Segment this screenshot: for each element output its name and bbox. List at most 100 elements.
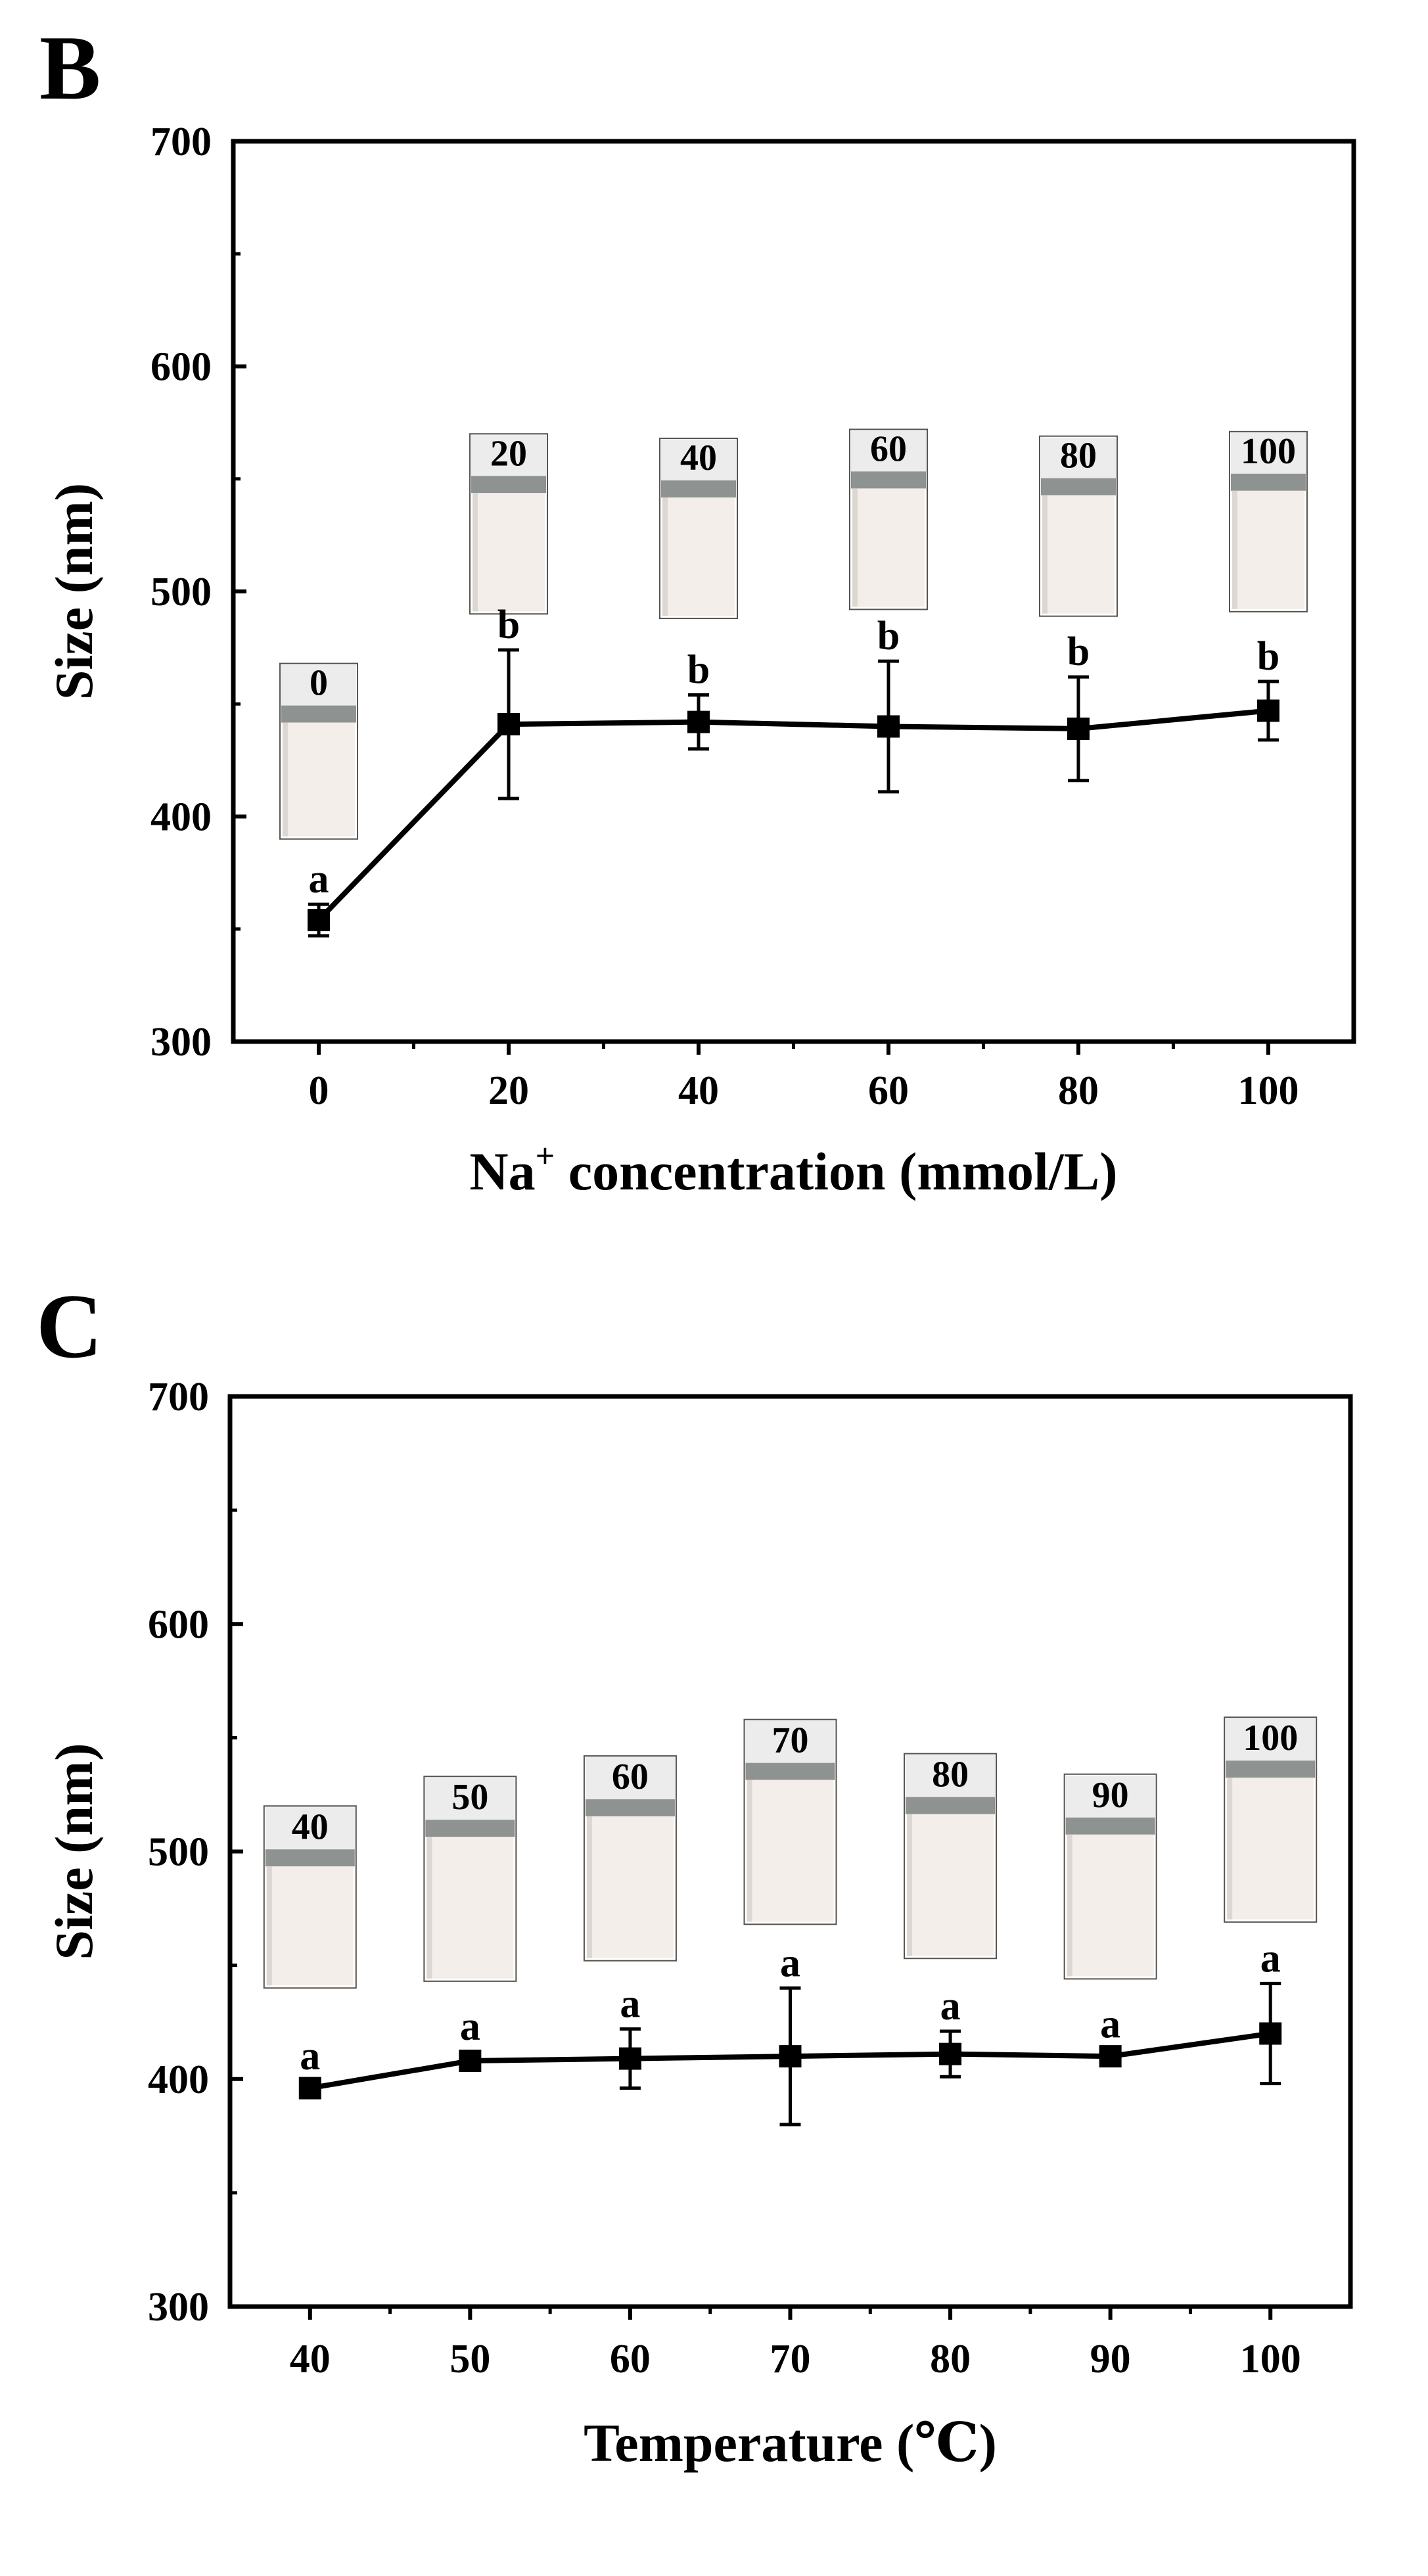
vial-liquid: [1227, 1778, 1314, 1920]
vial-liquid: [426, 1837, 514, 1979]
x-tick-label: 20: [488, 1069, 529, 1113]
vial-liquid: [747, 1780, 834, 1922]
x-tick-label: 50: [449, 2337, 490, 2381]
vial-label: 70: [772, 1720, 809, 1761]
vial-label: 100: [1243, 1718, 1298, 1759]
y-tick-label: 400: [150, 795, 212, 840]
data-point: [779, 2045, 802, 2068]
y-tick-label: 300: [148, 2285, 209, 2330]
data-point: [308, 909, 331, 932]
vial-label: 100: [1241, 431, 1296, 472]
x-axis-title-main: Temperature (℃): [584, 2413, 997, 2473]
vial-liquid: [662, 497, 735, 616]
vial-photo: 50: [423, 1776, 517, 1982]
data-point: [1099, 2045, 1122, 2068]
y-tick-label: 700: [148, 1375, 209, 1419]
vial-headspace: [1065, 1817, 1155, 1835]
vial-liquid: [586, 1816, 674, 1958]
vial-headspace: [281, 705, 357, 723]
significance-letter: a: [309, 857, 329, 902]
vial-liquid-shade: [472, 493, 478, 612]
x-tick-label: 60: [610, 2337, 651, 2381]
x-tick-label: 40: [678, 1069, 719, 1113]
y-tick-label: 500: [148, 1830, 209, 1875]
vial-photo: 60: [583, 1755, 677, 1962]
x-tick-label: 0: [309, 1069, 329, 1113]
vial-photo: 70: [743, 1718, 837, 1925]
vial-headspace: [1230, 473, 1306, 491]
vial-label-band: [281, 664, 357, 706]
vial-label: 80: [932, 1755, 969, 1795]
vial-photo: 40: [263, 1805, 357, 1989]
vial-label: 20: [490, 433, 527, 474]
data-point: [877, 715, 900, 738]
vial-headspace: [906, 1797, 996, 1814]
x-tick-label: 70: [770, 2337, 811, 2381]
vial-label-band: [745, 1720, 835, 1763]
panel-letter: B: [39, 17, 101, 119]
plot-frame: [231, 139, 1356, 1044]
significance-letter: b: [1257, 634, 1279, 679]
y-axis-title: Size (nm): [44, 483, 104, 700]
vial-liquid-shade: [426, 1837, 432, 1979]
y-tick-label: 600: [148, 1602, 209, 1647]
vial-photo: 60: [848, 428, 928, 610]
data-point: [687, 710, 710, 733]
x-tick-label: 80: [1058, 1069, 1099, 1113]
x-axis-title-main: Na: [469, 1141, 535, 1201]
vial-liquid: [283, 722, 356, 837]
vial-liquid: [907, 1814, 994, 1956]
vial-photo: 90: [1063, 1773, 1157, 1980]
vial-headspace: [1040, 478, 1116, 495]
vial-liquid: [266, 1866, 354, 1986]
vial-photo: 0: [279, 662, 359, 840]
significance-letter: a: [620, 1982, 640, 2027]
vial-liquid: [1067, 1834, 1154, 1977]
panel-c: C 300 400 500 600 700 40 50 60 70 80 90 100 Size (nm)…: [36, 1276, 1353, 2473]
panel-letter: C: [36, 1276, 103, 1377]
x-axis-title-rest: concentration (mmol/L): [555, 1141, 1117, 1201]
vial-headspace: [850, 471, 926, 489]
significance-letter: a: [1260, 1936, 1281, 1981]
vial-label-band: [1040, 437, 1116, 478]
significance-letter: a: [300, 2034, 320, 2079]
vial-headspace: [1226, 1760, 1316, 1778]
x-axis-title-superscript: +: [536, 1138, 555, 1175]
significance-letter: b: [877, 614, 900, 658]
vial-label: 40: [292, 1806, 329, 1847]
x-tick-label: 100: [1240, 2337, 1301, 2381]
data-point: [1256, 699, 1279, 722]
vial-label: 60: [612, 1757, 649, 1797]
vial-label: 40: [680, 438, 717, 478]
vial-photo: 100: [1224, 1716, 1318, 1923]
vial-label-band: [1065, 1775, 1155, 1818]
data-point: [298, 2077, 321, 2100]
y-axis-title: Size (nm): [44, 1743, 104, 1960]
data-point: [497, 713, 520, 736]
vial-photo: 20: [469, 433, 549, 615]
vial-label-band: [585, 1757, 675, 1800]
vial-label: 90: [1092, 1775, 1129, 1816]
vial-liquid-shade: [852, 488, 858, 607]
y-tick-label: 500: [150, 570, 212, 614]
data-point: [1259, 2022, 1282, 2045]
vial-liquid-shade: [266, 1866, 272, 1986]
x-tick-label: 90: [1090, 2337, 1131, 2381]
vial-liquid-shade: [586, 1816, 592, 1958]
vial-liquid: [1042, 495, 1115, 614]
significance-letter: a: [1100, 2002, 1120, 2047]
vial-headspace: [745, 1762, 835, 1780]
series-line: [317, 708, 1269, 922]
vial-photo: 80: [1038, 435, 1118, 617]
vial-label-band: [1230, 432, 1306, 474]
vial-liquid: [852, 488, 925, 607]
vial-label: 80: [1060, 436, 1097, 476]
vial-label-band: [1226, 1718, 1316, 1761]
y-tick-label: 300: [150, 1020, 212, 1065]
significance-letter: a: [460, 2004, 480, 2049]
vial-label: 50: [451, 1777, 488, 1818]
vial-label-band: [850, 430, 926, 472]
vial-label: 60: [870, 428, 907, 469]
